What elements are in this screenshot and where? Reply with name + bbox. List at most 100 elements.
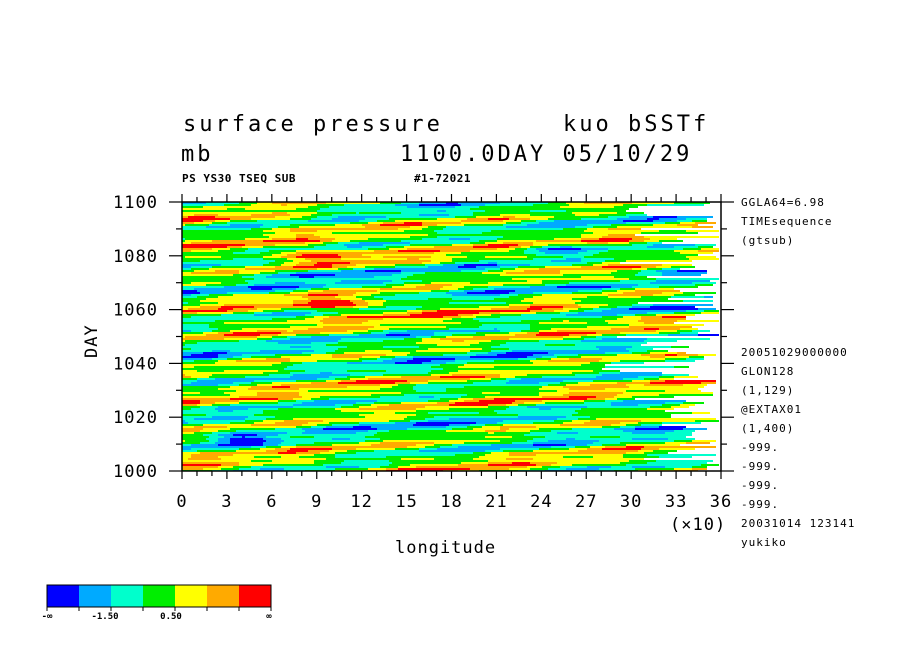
- heatmap-cell: [428, 298, 452, 300]
- heatmap-cell: [251, 218, 290, 220]
- heatmap-cell: [314, 246, 347, 248]
- heatmap-cell: [443, 316, 461, 318]
- heatmap-cell: [500, 268, 515, 270]
- heatmap-cell: [548, 244, 632, 246]
- heatmap-cell: [311, 312, 338, 314]
- heatmap-cell: [224, 436, 242, 438]
- heatmap-cell: [635, 290, 680, 292]
- heatmap-cell: [530, 218, 548, 220]
- heatmap-cell: [521, 300, 581, 302]
- heatmap-cell: [356, 296, 374, 298]
- heatmap-cell: [674, 376, 698, 378]
- heatmap-cell: [434, 252, 461, 254]
- heatmap-cell: [620, 442, 665, 444]
- heatmap-cell: [539, 268, 632, 270]
- heatmap-cell: [491, 380, 509, 382]
- heatmap-cell: [341, 406, 359, 408]
- heatmap-cell: [491, 230, 584, 232]
- heatmap-cell: [365, 436, 485, 438]
- heatmap-cell: [629, 308, 698, 310]
- heatmap-cell: [230, 404, 293, 406]
- heatmap-cell: [299, 388, 380, 390]
- heatmap-cell: [287, 254, 302, 256]
- heatmap-cell: [182, 280, 245, 282]
- heatmap-cell: [455, 360, 494, 362]
- heatmap-cell: [440, 364, 464, 366]
- heatmap-cell: [398, 384, 416, 386]
- heatmap-cell: [452, 444, 491, 446]
- side-info-bottom-line: (1,400): [741, 422, 794, 435]
- heatmap-cell: [443, 368, 602, 370]
- heatmap-cell: [230, 386, 251, 388]
- heatmap-cell: [314, 462, 341, 464]
- heatmap-cell: [203, 424, 251, 426]
- heatmap-cell: [353, 332, 371, 334]
- heatmap-cell: [182, 430, 200, 432]
- heatmap-cell: [182, 234, 263, 236]
- heatmap-cell: [656, 278, 719, 280]
- heatmap-cell: [314, 442, 359, 444]
- heatmap-cell: [686, 310, 704, 312]
- heatmap-cell: [683, 428, 707, 430]
- heatmap-cell: [215, 442, 230, 444]
- heatmap-cell: [239, 202, 257, 204]
- heatmap-cell: [449, 418, 557, 420]
- heatmap-cell: [299, 226, 365, 228]
- heatmap-cell: [614, 206, 638, 208]
- heatmap-cell: [347, 370, 386, 372]
- heatmap-cell: [602, 262, 620, 264]
- heatmap-cell: [497, 354, 533, 356]
- heatmap-cell: [572, 298, 668, 300]
- heatmap-cell: [182, 426, 194, 428]
- heatmap-cell: [557, 432, 578, 434]
- heatmap-cell: [686, 442, 710, 444]
- heatmap-cell: [566, 384, 590, 386]
- heatmap-cell: [632, 286, 659, 288]
- heatmap-cell: [296, 272, 401, 274]
- heatmap-cell: [434, 230, 491, 232]
- heatmap-cell: [503, 216, 515, 218]
- heatmap-cell: [302, 296, 335, 298]
- heatmap-cell: [416, 466, 527, 468]
- heatmap-cell: [359, 424, 413, 426]
- heatmap-cell: [275, 270, 308, 272]
- heatmap-cell: [257, 308, 281, 310]
- heatmap-cell: [287, 258, 305, 260]
- heatmap-cell: [278, 400, 296, 402]
- heatmap-cell: [536, 220, 554, 222]
- side-info-bottom-line: GLON128: [741, 365, 794, 378]
- heatmap-cell: [191, 242, 305, 244]
- heatmap-cell: [431, 290, 449, 292]
- heatmap-cell: [308, 220, 359, 222]
- heatmap-cell: [680, 404, 695, 406]
- heatmap-cell: [551, 358, 569, 360]
- heatmap-cell: [488, 462, 512, 464]
- heatmap-cell: [233, 434, 257, 436]
- heatmap-cell: [479, 342, 506, 344]
- heatmap-cell: [407, 312, 422, 314]
- heatmap-cell: [224, 204, 251, 206]
- heatmap-cell: [182, 238, 185, 240]
- heatmap-cell: [389, 404, 449, 406]
- heatmap-cell: [671, 346, 689, 348]
- heatmap-cell: [599, 252, 680, 254]
- heatmap-cell: [692, 226, 713, 228]
- heatmap-cell: [467, 426, 482, 428]
- heatmap-cell: [533, 242, 587, 244]
- heatmap-cell: [530, 246, 542, 248]
- heatmap-cell: [533, 442, 593, 444]
- heatmap-cell: [581, 364, 605, 366]
- heatmap-cell: [260, 468, 284, 470]
- heatmap-cell: [629, 278, 656, 280]
- heatmap-cell: [362, 360, 383, 362]
- heatmap-cell: [617, 354, 641, 356]
- heatmap-cell: [395, 356, 413, 358]
- heatmap-cell: [563, 256, 584, 258]
- heatmap-cell: [473, 336, 563, 338]
- y-tick-label: 1020: [113, 408, 158, 428]
- heatmap-cell: [689, 258, 719, 260]
- heatmap-cell: [329, 206, 407, 208]
- heatmap-cell: [620, 280, 656, 282]
- heatmap-cell: [617, 318, 641, 320]
- heatmap-cell: [197, 370, 224, 372]
